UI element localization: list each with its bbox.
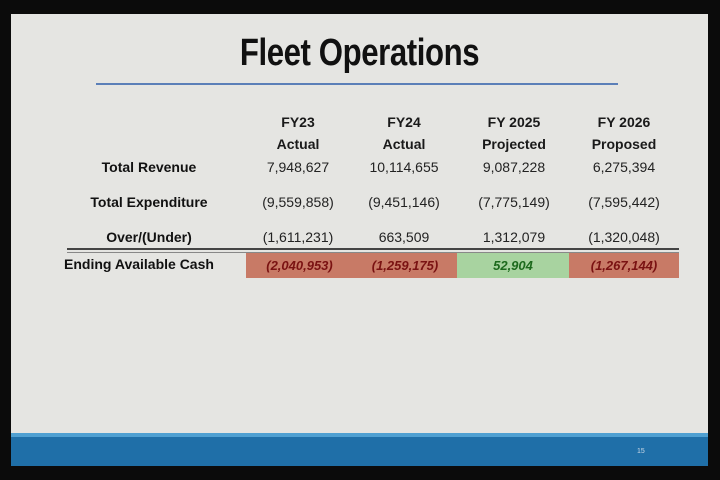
table-cell: 10,114,655 bbox=[369, 159, 439, 175]
column-header-type: Actual bbox=[276, 136, 320, 152]
column-header-year: FY 2025 bbox=[487, 114, 541, 130]
row-label-total-expenditure: Total Expenditure bbox=[90, 194, 208, 210]
table-cell: (9,559,858) bbox=[262, 194, 334, 210]
table-divider bbox=[67, 252, 679, 253]
cash-cell-positive: 52,904 bbox=[457, 253, 569, 278]
footer-band bbox=[11, 433, 708, 466]
table-divider bbox=[67, 248, 679, 250]
title-underline bbox=[96, 83, 618, 85]
column-header-type: Projected bbox=[482, 136, 546, 152]
cash-cell-negative: (2,040,953) bbox=[246, 253, 353, 278]
table-cell: (1,611,231) bbox=[262, 229, 334, 245]
column-header-fy23: FY23 Actual bbox=[243, 111, 353, 155]
cash-cell-negative: (1,259,175) bbox=[353, 253, 457, 278]
row-label-over-under: Over/(Under) bbox=[106, 229, 192, 245]
column-header-fy24: FY24 Actual bbox=[349, 111, 459, 155]
slide-title: Fleet Operations bbox=[239, 32, 480, 74]
table-cell: (7,775,149) bbox=[478, 194, 550, 210]
table-cell: 6,275,394 bbox=[592, 159, 656, 175]
column-header-type: Proposed bbox=[591, 136, 657, 152]
cash-cell-negative: (1,267,144) bbox=[569, 253, 679, 278]
page-number: 15 bbox=[637, 448, 645, 455]
column-header-year: FY24 bbox=[387, 114, 421, 130]
table-cell: 7,948,627 bbox=[266, 159, 330, 175]
column-header-year: FY23 bbox=[281, 114, 315, 130]
column-header-type: Actual bbox=[382, 136, 426, 152]
slide: Fleet Operations FY23 Actual FY24 Actual… bbox=[11, 14, 708, 466]
column-header-fy2026: FY 2026 Proposed bbox=[569, 111, 679, 155]
column-header-year: FY 2026 bbox=[597, 114, 651, 130]
table-cell: 1,312,079 bbox=[482, 229, 546, 245]
table-cell: 9,087,228 bbox=[482, 159, 546, 175]
table-cell: (1,320,048) bbox=[588, 229, 660, 245]
column-header-fy2025: FY 2025 Projected bbox=[459, 111, 569, 155]
table-cell: 663,509 bbox=[378, 229, 430, 245]
table-cell: (9,451,146) bbox=[368, 194, 440, 210]
row-label-ending-available-cash: Ending Available Cash bbox=[64, 256, 214, 272]
row-label-total-revenue: Total Revenue bbox=[101, 159, 197, 175]
table-cell: (7,595,442) bbox=[588, 194, 660, 210]
